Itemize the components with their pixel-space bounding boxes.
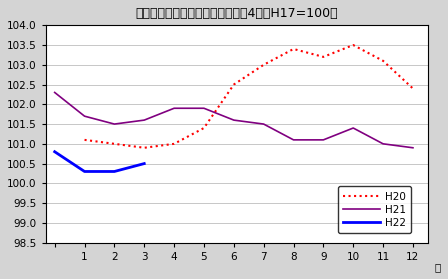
H20 (410, 87, 416, 90)
Line: H20: H20 (85, 45, 413, 148)
H22 (52, 150, 57, 153)
H20 (172, 142, 177, 145)
H22 (112, 170, 117, 173)
H20 (380, 59, 386, 62)
H21 (82, 114, 87, 118)
Legend: H20, H21, H22: H20, H21, H22 (338, 186, 411, 233)
H20 (112, 142, 117, 145)
Title: 生鮮食品を除く総合指数の動き　4市（H17=100）: 生鮮食品を除く総合指数の動き 4市（H17=100） (135, 7, 338, 20)
H21 (261, 122, 267, 126)
H20 (321, 55, 326, 59)
H21 (52, 91, 57, 94)
H20 (350, 43, 356, 47)
H21 (291, 138, 296, 141)
H20 (142, 146, 147, 150)
H21 (231, 119, 237, 122)
H20 (231, 83, 237, 86)
Text: 月: 月 (435, 262, 441, 272)
H21 (112, 122, 117, 126)
H21 (142, 119, 147, 122)
Line: H21: H21 (55, 92, 413, 148)
H21 (321, 138, 326, 141)
H20 (261, 63, 267, 66)
H22 (82, 170, 87, 173)
H20 (291, 47, 296, 51)
H20 (82, 138, 87, 141)
Line: H22: H22 (55, 152, 144, 172)
H21 (172, 107, 177, 110)
H20 (201, 126, 207, 130)
H21 (201, 107, 207, 110)
H21 (410, 146, 416, 150)
H21 (380, 142, 386, 145)
H22 (142, 162, 147, 165)
H21 (350, 126, 356, 130)
